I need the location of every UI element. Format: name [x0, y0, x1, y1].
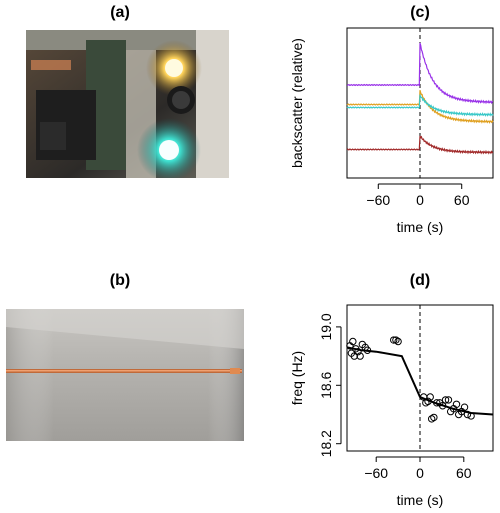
- fit-line: [346, 346, 494, 416]
- x-tick-label: 60: [454, 192, 470, 208]
- data-point: [349, 337, 357, 346]
- data-point: [427, 415, 436, 423]
- data-point: [361, 343, 369, 352]
- photo-circuit-leds: [26, 30, 229, 178]
- y-tick-label: 18.2: [318, 430, 334, 457]
- data-point: [446, 407, 455, 416]
- data-point: [436, 399, 444, 407]
- photo-copper-strip: [6, 309, 244, 441]
- data-point: [390, 336, 398, 344]
- data-point: [454, 410, 463, 419]
- data-point: [419, 393, 428, 401]
- photo-copper-strip-drawing: [6, 309, 244, 441]
- plot-frame: [346, 304, 494, 452]
- x-axis-label: time (s): [397, 492, 444, 508]
- data-point: [433, 399, 441, 407]
- data-point: [352, 345, 360, 353]
- data-point: [438, 402, 447, 410]
- data-point: [426, 393, 434, 401]
- data-point: [460, 403, 469, 411]
- data-point: [422, 399, 430, 407]
- data-point: [430, 413, 438, 422]
- data-point: [441, 396, 450, 404]
- data-point: [444, 396, 453, 404]
- x-tick-label: −60: [366, 192, 390, 208]
- data-point: [452, 400, 461, 408]
- data-point: [356, 352, 364, 360]
- y-tick-label: 19.0: [318, 313, 334, 340]
- data-point: [346, 342, 354, 350]
- x-axis-label: time (s): [397, 219, 444, 235]
- series-line-4: [346, 135, 494, 155]
- series-line-1: [346, 42, 493, 105]
- panel-label-a: (a): [110, 4, 130, 21]
- x-tick-label: 60: [456, 465, 472, 481]
- plot-frame: [346, 27, 494, 179]
- data-point: [424, 397, 432, 406]
- x-tick-label: 0: [416, 465, 424, 481]
- panel-label-d: (d): [409, 272, 431, 289]
- photo-circuit-leds-drawing: [26, 30, 229, 178]
- data-point: [347, 349, 356, 357]
- data-point: [392, 336, 400, 344]
- data-point: [394, 337, 402, 346]
- data-point: [363, 346, 372, 354]
- data-point: [449, 404, 458, 413]
- data-point: [350, 352, 358, 360]
- data-point: [358, 340, 367, 349]
- y-axis-label: backscatter (relative): [289, 38, 305, 168]
- panel-label-c: (c): [410, 4, 430, 21]
- data-point: [463, 410, 472, 419]
- data-point: [354, 348, 362, 356]
- data-point: [457, 407, 466, 416]
- y-axis-label: freq (Hz): [289, 351, 305, 405]
- x-tick-label: 0: [416, 192, 424, 208]
- panel-label-b: (b): [109, 272, 131, 289]
- series-line-2: [346, 90, 494, 124]
- y-tick-label: 18.6: [318, 371, 334, 398]
- series-line-3: [346, 94, 494, 117]
- x-tick-label: −60: [364, 465, 388, 481]
- data-point: [467, 412, 475, 420]
